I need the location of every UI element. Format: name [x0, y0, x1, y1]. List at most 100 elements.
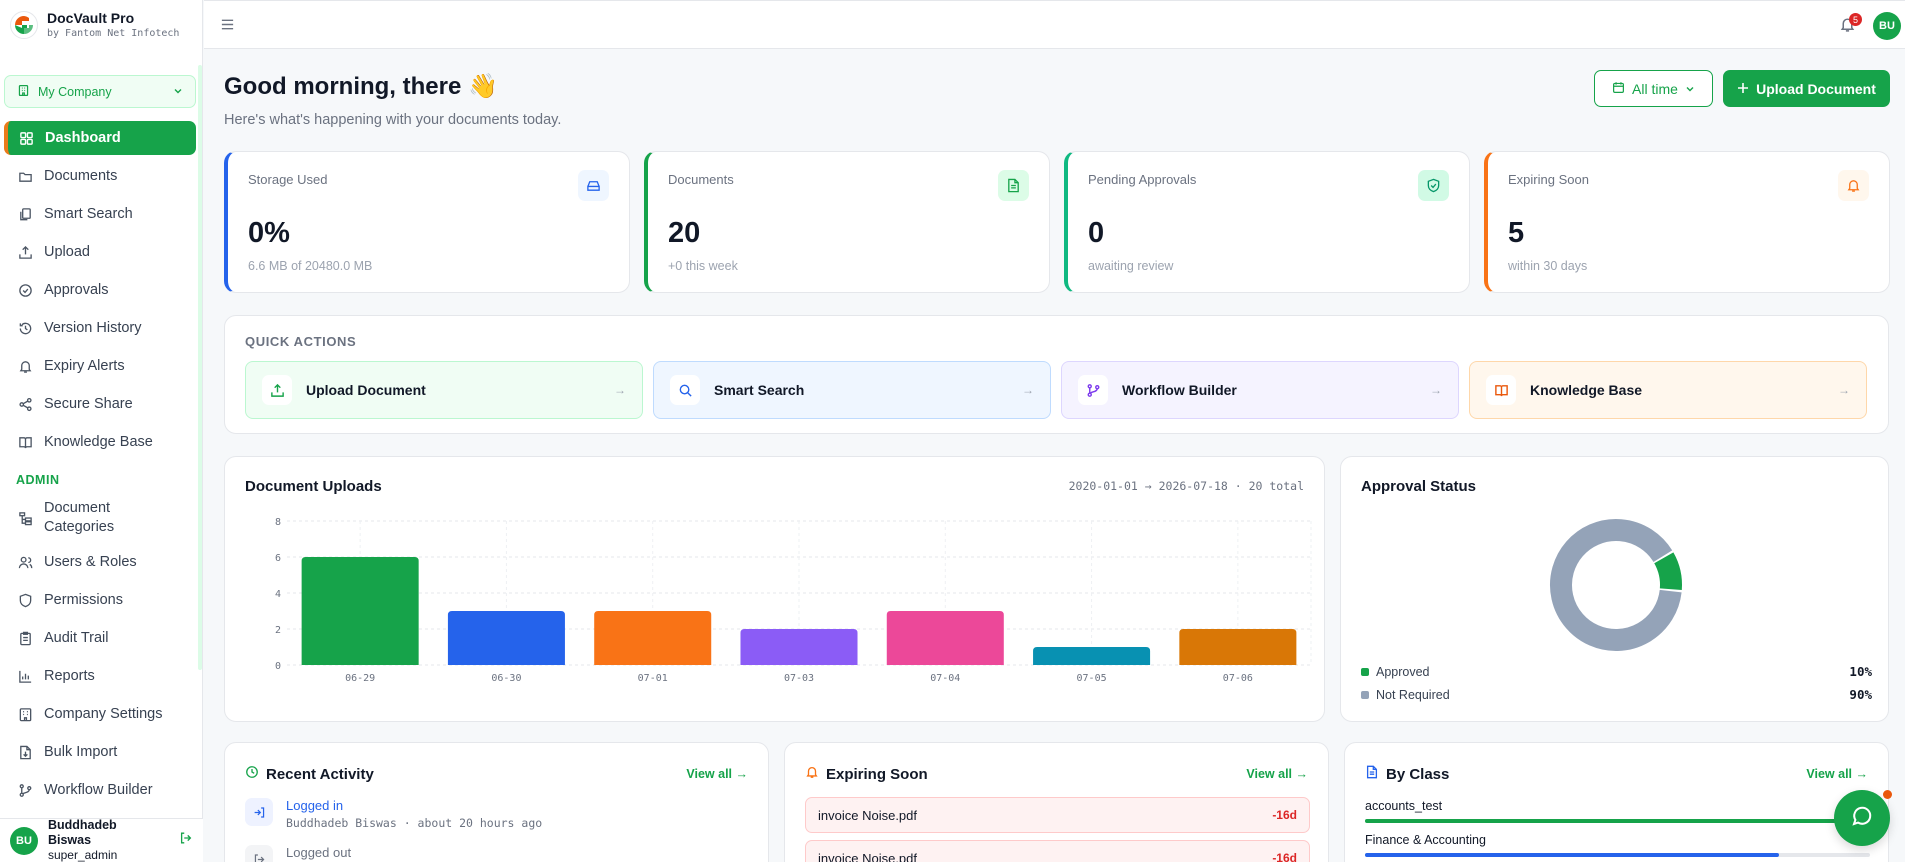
sidebar-item-label: Approvals [44, 282, 109, 298]
expiring-item[interactable]: invoice Noise.pdf -16d [805, 797, 1310, 833]
stat-card-documents[interactable]: Documents 20 +0 this week [644, 151, 1050, 293]
bar-07-04[interactable] [886, 611, 1004, 665]
activity-item[interactable]: Logged out [245, 845, 351, 862]
chat-button[interactable] [1834, 790, 1890, 846]
y-tick-label: 8 [275, 517, 281, 528]
login-icon [245, 798, 273, 826]
bar-07-01[interactable] [594, 611, 712, 665]
document-uploads-title: Document Uploads [245, 478, 382, 495]
x-tick-label: 07-04 [930, 673, 960, 684]
sidebar-item-approvals[interactable]: Approvals [4, 273, 196, 307]
expiring-item[interactable]: invoice Noise.pdf -16d [805, 840, 1310, 862]
sidebar-item-audit-trail[interactable]: Audit Trail [4, 621, 196, 655]
chevron-down-icon [1685, 81, 1695, 97]
bar-06-29[interactable] [301, 557, 419, 665]
menu-icon[interactable] [220, 17, 235, 37]
building-icon [17, 706, 33, 722]
quick-action-label: Smart Search [714, 382, 805, 398]
avatar: BU [10, 826, 38, 855]
upload-document-button[interactable]: Upload Document [1723, 70, 1890, 107]
sidebar-item-label: Workflow Builder [44, 782, 153, 798]
stat-card-expiring-soon[interactable]: Expiring Soon 5 within 30 days [1484, 151, 1890, 293]
company-selector[interactable]: My Company [4, 75, 196, 108]
stat-label: Documents [668, 172, 734, 187]
sidebar-item-label: Dashboard [45, 130, 121, 146]
brand[interactable]: DocVault Pro by Fantom Net Infotech [0, 0, 202, 50]
sidebar-item-version-history[interactable]: Version History [4, 311, 196, 345]
sidebar-item-smart-search[interactable]: Smart Search [4, 197, 196, 231]
activity-item[interactable]: Logged in Buddhadeb Biswas · about 20 ho… [245, 798, 542, 830]
sidebar-item-secure-share[interactable]: Secure Share [4, 387, 196, 421]
logout-icon[interactable] [179, 831, 193, 850]
sidebar-item-permissions[interactable]: Permissions [4, 583, 196, 617]
page-subtitle: Here's what's happening with your docume… [224, 112, 562, 128]
chevron-down-icon [173, 85, 183, 99]
sidebar-item-documents[interactable]: Documents [4, 159, 196, 193]
quick-action-knowledge-base[interactable]: Knowledge Base → [1469, 361, 1867, 419]
sidebar-item-company-settings[interactable]: Company Settings [4, 697, 196, 731]
sidebar-item-document-categories[interactable]: Document Categories [4, 495, 196, 541]
avatar[interactable]: BU [1873, 12, 1901, 40]
time-filter-dropdown[interactable]: All time [1594, 70, 1713, 107]
x-tick-label: 07-03 [784, 673, 814, 684]
check-circle-icon [17, 282, 33, 298]
donut-slice-approved[interactable] [1654, 552, 1682, 591]
uploads-date-range: 2020-01-01 → 2026-07-18 · 20 total [1068, 479, 1304, 493]
stat-card-storage[interactable]: Storage Used 0% 6.6 MB of 20480.0 MB [224, 151, 630, 293]
user-profile[interactable]: BU Buddhadeb Biswas super_admin [0, 818, 203, 862]
bar-07-06[interactable] [1179, 629, 1297, 665]
by-class-panel: By Class View all → accounts_test Financ… [1344, 742, 1889, 862]
activity-title: Logged out [286, 845, 352, 860]
legend-value: 90% [1849, 687, 1872, 702]
stat-value: 20 [668, 217, 701, 249]
sidebar-item-knowledge-base[interactable]: Knowledge Base [4, 425, 196, 459]
arrow-right-icon: → [614, 383, 626, 397]
sidebar-scrollbar[interactable] [198, 65, 202, 670]
page-title: Good morning, there 👋 [224, 73, 498, 100]
legend-label: Approved [1376, 664, 1430, 679]
bar-07-03[interactable] [740, 629, 858, 665]
recent-activity-header: Recent Activity [245, 765, 374, 783]
bar-06-30[interactable] [447, 611, 565, 665]
bar-07-05[interactable] [1033, 647, 1151, 665]
sidebar-item-bulk-import[interactable]: Bulk Import [4, 735, 196, 769]
uploads-bar-chart: 0 2 4 6 8 06-29 06-30 07-01 07-03 07-04 07-05 07-06 [275, 517, 1312, 684]
by-class-view-all-link[interactable]: View all → [1806, 767, 1868, 781]
arrow-right-icon: → [1430, 383, 1442, 397]
topbar: 5 BU [204, 0, 1905, 49]
sidebar-item-expiry-alerts[interactable]: Expiry Alerts [4, 349, 196, 383]
activity-meta: Buddhadeb Biswas · about 20 hours ago [286, 816, 543, 830]
sidebar-item-reports[interactable]: Reports [4, 659, 196, 693]
sidebar-item-label: Reports [44, 668, 95, 684]
expiring-soon-header: Expiring Soon [805, 765, 928, 783]
expiring-soon-view-all-link[interactable]: View all → [1246, 767, 1308, 781]
chat-icon [1850, 804, 1874, 833]
search-icon [670, 375, 700, 405]
sidebar-item-label: Knowledge Base [44, 434, 153, 450]
sidebar-item-users-roles[interactable]: Users & Roles [4, 545, 196, 579]
shield-check-icon [1418, 170, 1449, 201]
stat-label: Pending Approvals [1088, 172, 1197, 187]
x-tick-label: 06-29 [345, 673, 375, 684]
donut-slice-not-required[interactable] [1550, 519, 1682, 651]
quick-action-workflow-builder[interactable]: Workflow Builder → [1061, 361, 1459, 419]
file-text-icon [998, 170, 1029, 201]
stat-card-pending-approvals[interactable]: Pending Approvals 0 awaiting review [1064, 151, 1470, 293]
recent-activity-panel: Recent Activity View all → Logged in Bud… [224, 742, 769, 862]
legend-item-approved: Approved 10% [1361, 664, 1872, 679]
activity-title: Logged in [286, 798, 344, 813]
plus-icon [1737, 81, 1749, 97]
sidebar-item-upload[interactable]: Upload [4, 235, 196, 269]
bell-icon [17, 358, 33, 374]
upload-document-button-label: Upload Document [1756, 80, 1876, 97]
quick-actions-title: QUICK ACTIONS [245, 334, 357, 349]
sidebar-item-workflow-builder[interactable]: Workflow Builder [4, 773, 196, 807]
stat-value: 0 [1088, 217, 1105, 249]
class-progress-track [1365, 819, 1870, 823]
sidebar-item-dashboard[interactable]: Dashboard [4, 121, 196, 155]
quick-action-upload-document[interactable]: Upload Document → [245, 361, 643, 419]
admin-section-label: ADMIN [16, 473, 60, 487]
quick-action-smart-search[interactable]: Smart Search → [653, 361, 1051, 419]
recent-activity-view-all-link[interactable]: View all → [686, 767, 748, 781]
brand-subtitle: by Fantom Net Infotech [47, 28, 180, 39]
